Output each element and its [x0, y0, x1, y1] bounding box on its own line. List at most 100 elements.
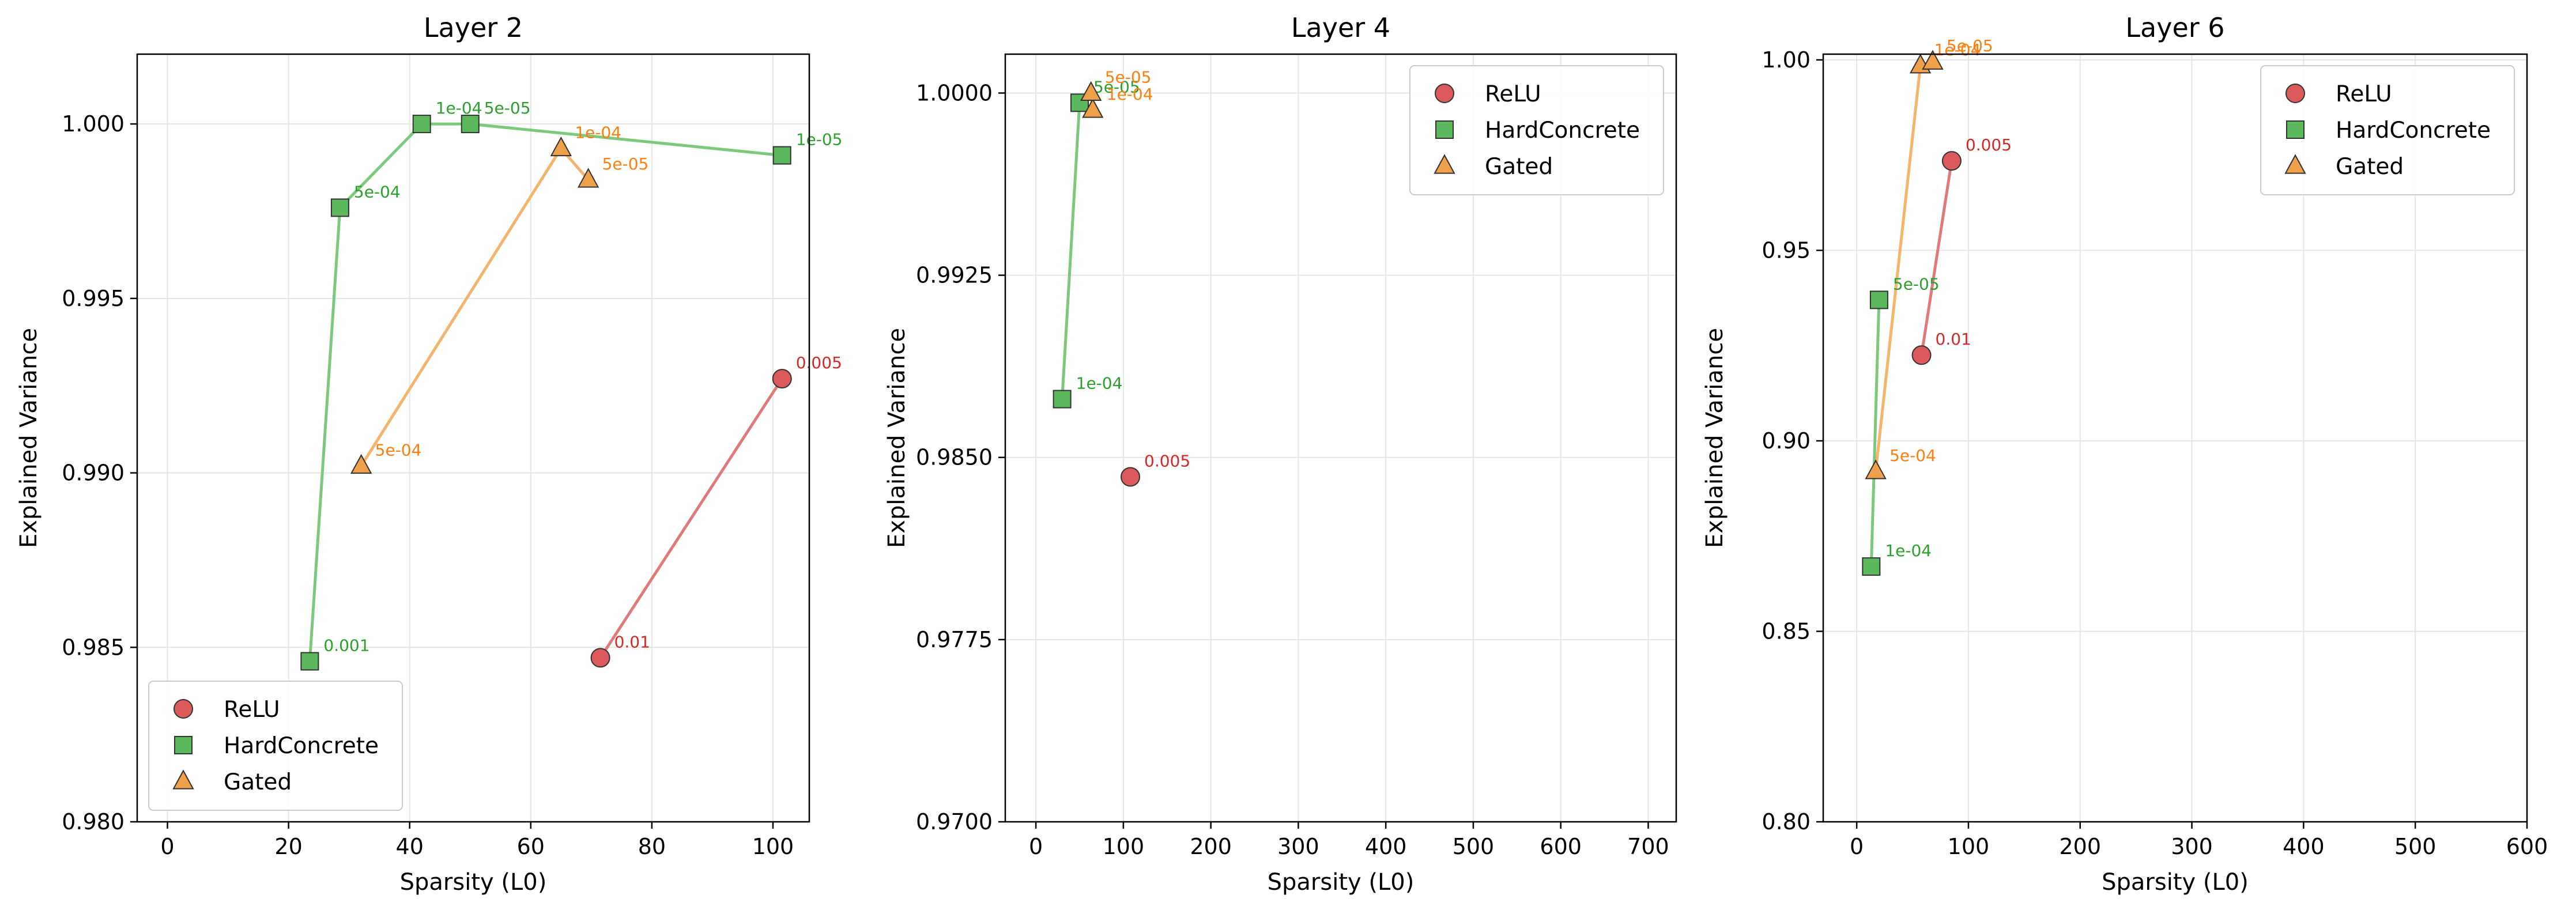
data-point-gated: [1082, 98, 1104, 118]
point-label: 5e-04: [1889, 446, 1936, 465]
x-tick-label: 80: [638, 834, 666, 859]
point-label: 5e-05: [1105, 67, 1152, 86]
point-label: 1e-04: [436, 99, 482, 118]
x-tick-label: 0: [1029, 834, 1043, 859]
data-point-relu: [590, 648, 610, 668]
point-label: 1e-04: [1076, 374, 1123, 393]
legend: ReLU HardConcrete Gated: [2260, 65, 2515, 195]
legend-marker-hardconcrete: [174, 736, 193, 754]
point-label: 0.01: [1936, 330, 1971, 349]
series-line-hardconcrete: [1869, 300, 1881, 567]
point-label: 1e-05: [796, 130, 843, 149]
x-tick-label: 0: [1850, 834, 1864, 859]
legend-label: Gated: [1485, 154, 1553, 180]
point-label: 5e-05: [1893, 274, 1940, 293]
legend-marker-hardconcrete: [2286, 120, 2305, 139]
legend-label: Gated: [2336, 154, 2404, 180]
x-axis-label: Sparsity (L0): [400, 869, 547, 896]
data-point-hardconcrete: [772, 146, 791, 165]
data-point-gated: [577, 168, 599, 188]
x-tick-label: 40: [396, 834, 424, 859]
x-tick-label: 200: [2059, 834, 2101, 859]
legend-marker-gated: [172, 769, 194, 790]
data-point-hardconcrete: [1053, 390, 1072, 409]
legend-label: ReLU: [1485, 81, 1541, 107]
series-line-relu: [1920, 160, 1953, 356]
point-label: 0.005: [1144, 451, 1190, 470]
point-label: 5e-05: [484, 99, 531, 118]
x-tick-label: 300: [1277, 834, 1319, 859]
data-point-gated: [350, 454, 372, 474]
point-label: 0.01: [614, 632, 650, 651]
point-label: 0.005: [796, 353, 842, 372]
legend-marker-relu: [2285, 84, 2305, 103]
y-tick-label: 0.995: [62, 286, 125, 311]
x-tick-label: 600: [2506, 834, 2548, 859]
point-label: 5e-05: [1093, 77, 1140, 96]
legend-marker-gated: [2284, 154, 2306, 174]
point-label: 5e-05: [602, 154, 649, 173]
y-tick-label: 1.0000: [916, 80, 993, 105]
y-tick-label: 0.980: [62, 809, 125, 834]
legend-label: ReLU: [224, 697, 280, 723]
legend-marker-relu: [174, 699, 193, 719]
data-point-gated: [1080, 81, 1102, 101]
y-tick-label: 0.9925: [916, 263, 993, 288]
y-tick-label: 1.000: [62, 111, 125, 137]
y-tick-label: 0.990: [62, 460, 125, 486]
point-label: 1e-04: [1934, 40, 1981, 59]
chart-title: Layer 4: [1291, 12, 1390, 43]
legend: ReLU HardConcrete Gated: [148, 681, 403, 811]
y-tick-label: 1.00: [1762, 47, 1811, 73]
y-tick-label: 0.90: [1762, 428, 1811, 454]
point-label: 1e-04: [575, 123, 621, 142]
x-tick-label: 100: [752, 834, 794, 859]
point-label: 1e-04: [1885, 541, 1932, 560]
legend-box: [2260, 65, 2515, 195]
plot-frame: [1822, 53, 2528, 823]
y-tick-label: 0.80: [1762, 809, 1811, 834]
legend: ReLU HardConcrete Gated: [1409, 65, 1664, 195]
legend-label: HardConcrete: [1485, 118, 1640, 143]
x-tick-label: 600: [1540, 834, 1582, 859]
legend-box: [1409, 65, 1664, 195]
y-tick-label: 0.9850: [916, 445, 993, 470]
series-line-relu: [599, 377, 783, 659]
data-point-relu: [1941, 151, 1962, 171]
data-point-hardconcrete: [1862, 557, 1881, 576]
x-tick-label: 20: [274, 834, 302, 859]
chart-title: Layer 2: [424, 12, 523, 43]
x-tick-label: 300: [2171, 834, 2213, 859]
point-label: 0.005: [1966, 135, 2012, 154]
point-label: 5e-05: [1947, 36, 1993, 55]
data-point-hardconcrete: [461, 115, 480, 134]
data-point-hardconcrete: [1869, 290, 1888, 309]
x-axis-label: Sparsity (L0): [1268, 869, 1415, 896]
x-axis-label: Sparsity (L0): [2102, 869, 2249, 896]
plot-frame: [1004, 53, 1677, 823]
legend-label: ReLU: [2336, 81, 2392, 107]
y-tick-label: 0.95: [1762, 237, 1811, 263]
legend-label: HardConcrete: [224, 733, 379, 759]
x-tick-label: 100: [1948, 834, 1990, 859]
x-tick-label: 200: [1190, 834, 1232, 859]
x-tick-label: 0: [160, 834, 174, 859]
point-label: 0.001: [323, 636, 369, 655]
legend-label: HardConcrete: [2336, 118, 2491, 143]
chart-title: Layer 6: [2125, 12, 2224, 43]
data-point-gated: [550, 136, 572, 157]
legend-marker-gated: [1434, 154, 1455, 174]
y-tick-label: 0.85: [1762, 618, 1811, 644]
x-tick-label: 700: [1627, 834, 1669, 859]
y-tick-label: 0.9700: [916, 809, 993, 834]
y-axis-label: Explained Variance: [16, 328, 42, 548]
x-tick-label: 400: [1365, 834, 1407, 859]
y-axis-label: Explained Variance: [884, 328, 910, 548]
data-point-hardconcrete: [412, 115, 431, 134]
x-tick-label: 500: [1453, 834, 1495, 859]
point-label: 5e-04: [354, 182, 401, 201]
y-tick-label: 0.985: [62, 634, 125, 660]
data-point-relu: [1911, 345, 1932, 365]
